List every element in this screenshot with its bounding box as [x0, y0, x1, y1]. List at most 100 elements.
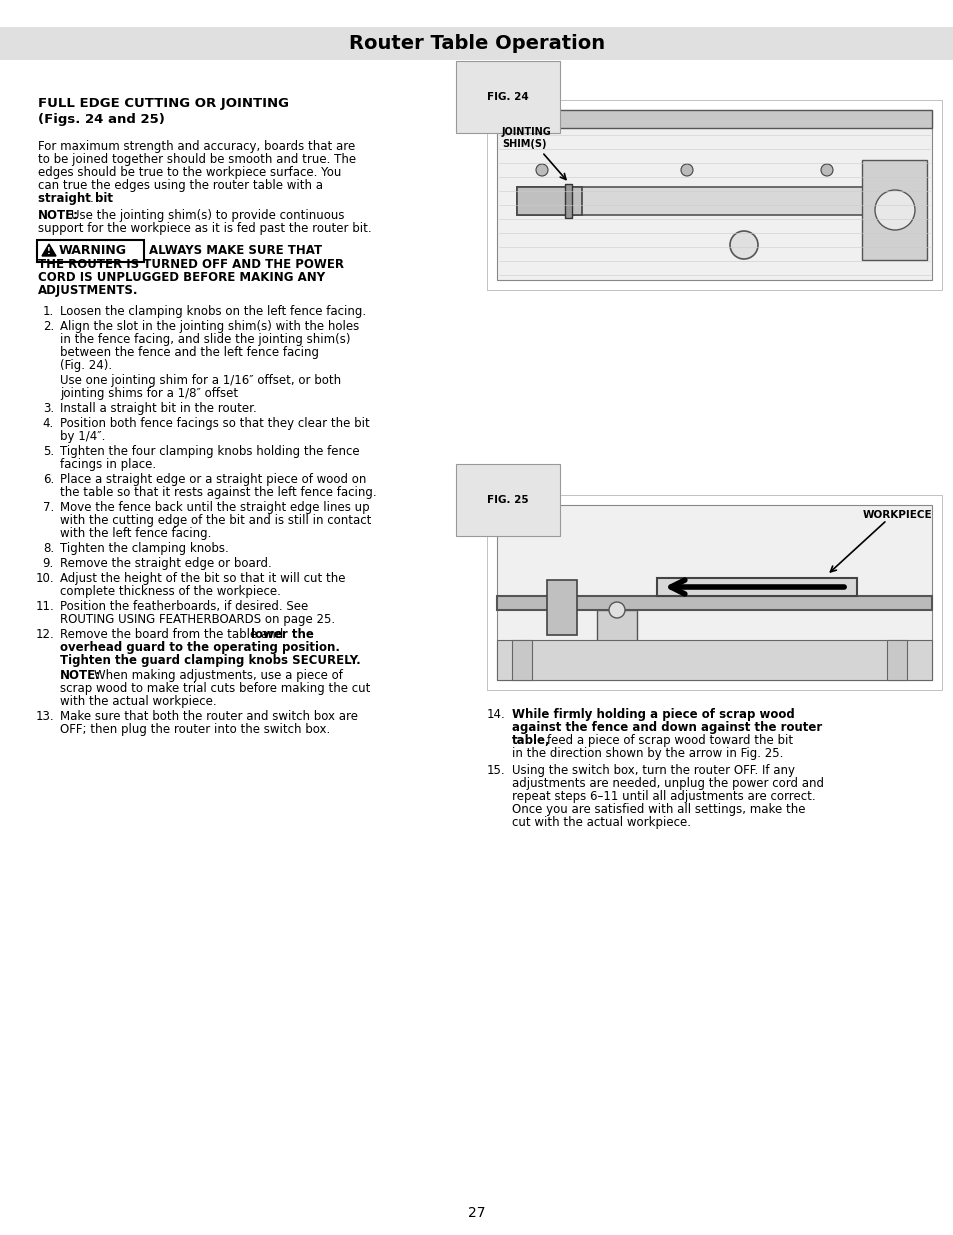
Text: Position both fence facings so that they clear the bit: Position both fence facings so that they…: [60, 417, 370, 430]
Text: adjustments are needed, unplug the power cord and: adjustments are needed, unplug the power…: [512, 777, 823, 790]
Text: against the fence and down against the router: against the fence and down against the r…: [512, 721, 821, 734]
Text: Install a straight bit in the router.: Install a straight bit in the router.: [60, 403, 256, 415]
Text: .: .: [90, 191, 93, 205]
Text: FULL EDGE CUTTING OR JOINTING: FULL EDGE CUTTING OR JOINTING: [38, 98, 289, 110]
Text: FIG. 24: FIG. 24: [486, 91, 528, 103]
Text: 8.: 8.: [43, 542, 54, 555]
Text: Tighten the guard clamping knobs SECURELY.: Tighten the guard clamping knobs SECUREL…: [60, 655, 360, 667]
FancyBboxPatch shape: [0, 27, 953, 61]
Text: 14.: 14.: [486, 708, 505, 721]
Text: ROUTING USING FEATHERBOARDS on page 25.: ROUTING USING FEATHERBOARDS on page 25.: [60, 613, 335, 626]
FancyBboxPatch shape: [37, 240, 144, 262]
Text: in the direction shown by the arrow in Fig. 25.: in the direction shown by the arrow in F…: [512, 747, 782, 760]
Text: WORKPIECE: WORKPIECE: [862, 510, 931, 520]
FancyBboxPatch shape: [486, 100, 941, 290]
Bar: [597, 610, 637, 659]
Text: straight bit: straight bit: [38, 191, 112, 205]
Text: scrap wood to make trial cuts before making the cut: scrap wood to make trial cuts before mak…: [60, 682, 370, 695]
Circle shape: [680, 164, 692, 177]
Bar: [657, 578, 856, 597]
Text: Adjust the height of the bit so that it will cut the: Adjust the height of the bit so that it …: [60, 572, 345, 585]
Text: table,: table,: [512, 734, 550, 747]
Text: 15.: 15.: [486, 764, 505, 777]
Text: 5.: 5.: [43, 445, 54, 458]
Circle shape: [608, 601, 624, 618]
Text: Align the slot in the jointing shim(s) with the holes: Align the slot in the jointing shim(s) w…: [60, 320, 359, 333]
Text: 9.: 9.: [43, 557, 54, 571]
Text: with the actual workpiece.: with the actual workpiece.: [60, 695, 216, 708]
Bar: [512, 640, 532, 680]
Text: While firmly holding a piece of scrap wood: While firmly holding a piece of scrap wo…: [512, 708, 794, 721]
Text: jointing shims for a 1/8″ offset: jointing shims for a 1/8″ offset: [60, 387, 238, 400]
Text: cut with the actual workpiece.: cut with the actual workpiece.: [512, 816, 690, 829]
Text: with the cutting edge of the bit and is still in contact: with the cutting edge of the bit and is …: [60, 514, 371, 527]
Text: with the left fence facing.: with the left fence facing.: [60, 527, 212, 540]
Text: ADJUSTMENTS.: ADJUSTMENTS.: [38, 284, 138, 296]
Text: feed a piece of scrap wood toward the bit: feed a piece of scrap wood toward the bi…: [546, 734, 792, 747]
Text: CORD IS UNPLUGGED BEFORE MAKING ANY: CORD IS UNPLUGGED BEFORE MAKING ANY: [38, 270, 325, 284]
Bar: [497, 505, 931, 680]
Text: Position the featherboards, if desired. See: Position the featherboards, if desired. …: [60, 600, 308, 613]
Text: 2.: 2.: [43, 320, 54, 333]
Text: Tighten the clamping knobs.: Tighten the clamping knobs.: [60, 542, 229, 555]
Bar: [517, 186, 581, 215]
Text: Once you are satisfied with all settings, make the: Once you are satisfied with all settings…: [512, 803, 804, 816]
Bar: [564, 184, 572, 219]
Text: OFF; then plug the router into the switch box.: OFF; then plug the router into the switc…: [60, 722, 330, 736]
Text: Make sure that both the router and switch box are: Make sure that both the router and switc…: [60, 710, 357, 722]
Text: facings in place.: facings in place.: [60, 458, 156, 471]
Text: 6.: 6.: [43, 473, 54, 487]
Text: THE ROUTER IS TURNED OFF AND THE POWER: THE ROUTER IS TURNED OFF AND THE POWER: [38, 258, 344, 270]
Text: JOINTING
SHIM(S): JOINTING SHIM(S): [501, 127, 551, 149]
Text: to be joined together should be smooth and true. The: to be joined together should be smooth a…: [38, 153, 355, 165]
Text: NOTE:: NOTE:: [60, 669, 101, 682]
Text: Loosen the clamping knobs on the left fence facing.: Loosen the clamping knobs on the left fe…: [60, 305, 366, 317]
Text: ALWAYS MAKE SURE THAT: ALWAYS MAKE SURE THAT: [149, 245, 322, 257]
Circle shape: [821, 164, 832, 177]
Text: 10.: 10.: [35, 572, 54, 585]
Text: When making adjustments, use a piece of: When making adjustments, use a piece of: [94, 669, 342, 682]
Bar: [497, 597, 931, 610]
Text: lower the: lower the: [251, 629, 314, 641]
Bar: [546, 580, 577, 635]
Text: (Fig. 24).: (Fig. 24).: [60, 359, 112, 372]
Text: Remove the board from the table and: Remove the board from the table and: [60, 629, 287, 641]
Text: Remove the straight edge or board.: Remove the straight edge or board.: [60, 557, 272, 571]
Text: WARNING: WARNING: [59, 245, 127, 258]
Text: the table so that it rests against the left fence facing.: the table so that it rests against the l…: [60, 487, 376, 499]
Text: between the fence and the left fence facing: between the fence and the left fence fac…: [60, 346, 318, 359]
Text: support for the workpiece as it is fed past the router bit.: support for the workpiece as it is fed p…: [38, 222, 372, 235]
Text: 4.: 4.: [43, 417, 54, 430]
Circle shape: [536, 164, 547, 177]
Bar: [886, 640, 906, 680]
Bar: [497, 110, 931, 128]
Text: (Figs. 24 and 25): (Figs. 24 and 25): [38, 112, 165, 126]
FancyBboxPatch shape: [486, 495, 941, 690]
Text: 13.: 13.: [35, 710, 54, 722]
Text: Using the switch box, turn the router OFF. If any: Using the switch box, turn the router OF…: [512, 764, 794, 777]
Text: by 1/4″.: by 1/4″.: [60, 430, 105, 443]
Text: in the fence facing, and slide the jointing shim(s): in the fence facing, and slide the joint…: [60, 333, 350, 346]
Bar: [497, 640, 931, 680]
Text: NOTE:: NOTE:: [38, 209, 79, 222]
Text: 12.: 12.: [35, 629, 54, 641]
Text: repeat steps 6–11 until all adjustments are correct.: repeat steps 6–11 until all adjustments …: [512, 790, 815, 803]
Text: 27: 27: [468, 1207, 485, 1220]
Text: 7.: 7.: [43, 501, 54, 514]
Text: Use the jointing shim(s) to provide continuous: Use the jointing shim(s) to provide cont…: [71, 209, 344, 222]
Text: !: !: [47, 247, 51, 256]
Circle shape: [729, 231, 758, 259]
Text: Move the fence back until the straight edge lines up: Move the fence back until the straight e…: [60, 501, 369, 514]
Text: Router Table Operation: Router Table Operation: [349, 35, 604, 53]
Text: Place a straight edge or a straight piece of wood on: Place a straight edge or a straight piec…: [60, 473, 366, 487]
Bar: [517, 186, 911, 215]
Text: edges should be true to the workpiece surface. You: edges should be true to the workpiece su…: [38, 165, 341, 179]
Text: complete thickness of the workpiece.: complete thickness of the workpiece.: [60, 585, 280, 598]
Text: 3.: 3.: [43, 403, 54, 415]
Bar: [862, 161, 926, 261]
Text: For maximum strength and accuracy, boards that are: For maximum strength and accuracy, board…: [38, 140, 355, 153]
Polygon shape: [42, 245, 56, 256]
Text: 11.: 11.: [35, 600, 54, 613]
Circle shape: [874, 190, 914, 230]
Text: 1.: 1.: [43, 305, 54, 317]
